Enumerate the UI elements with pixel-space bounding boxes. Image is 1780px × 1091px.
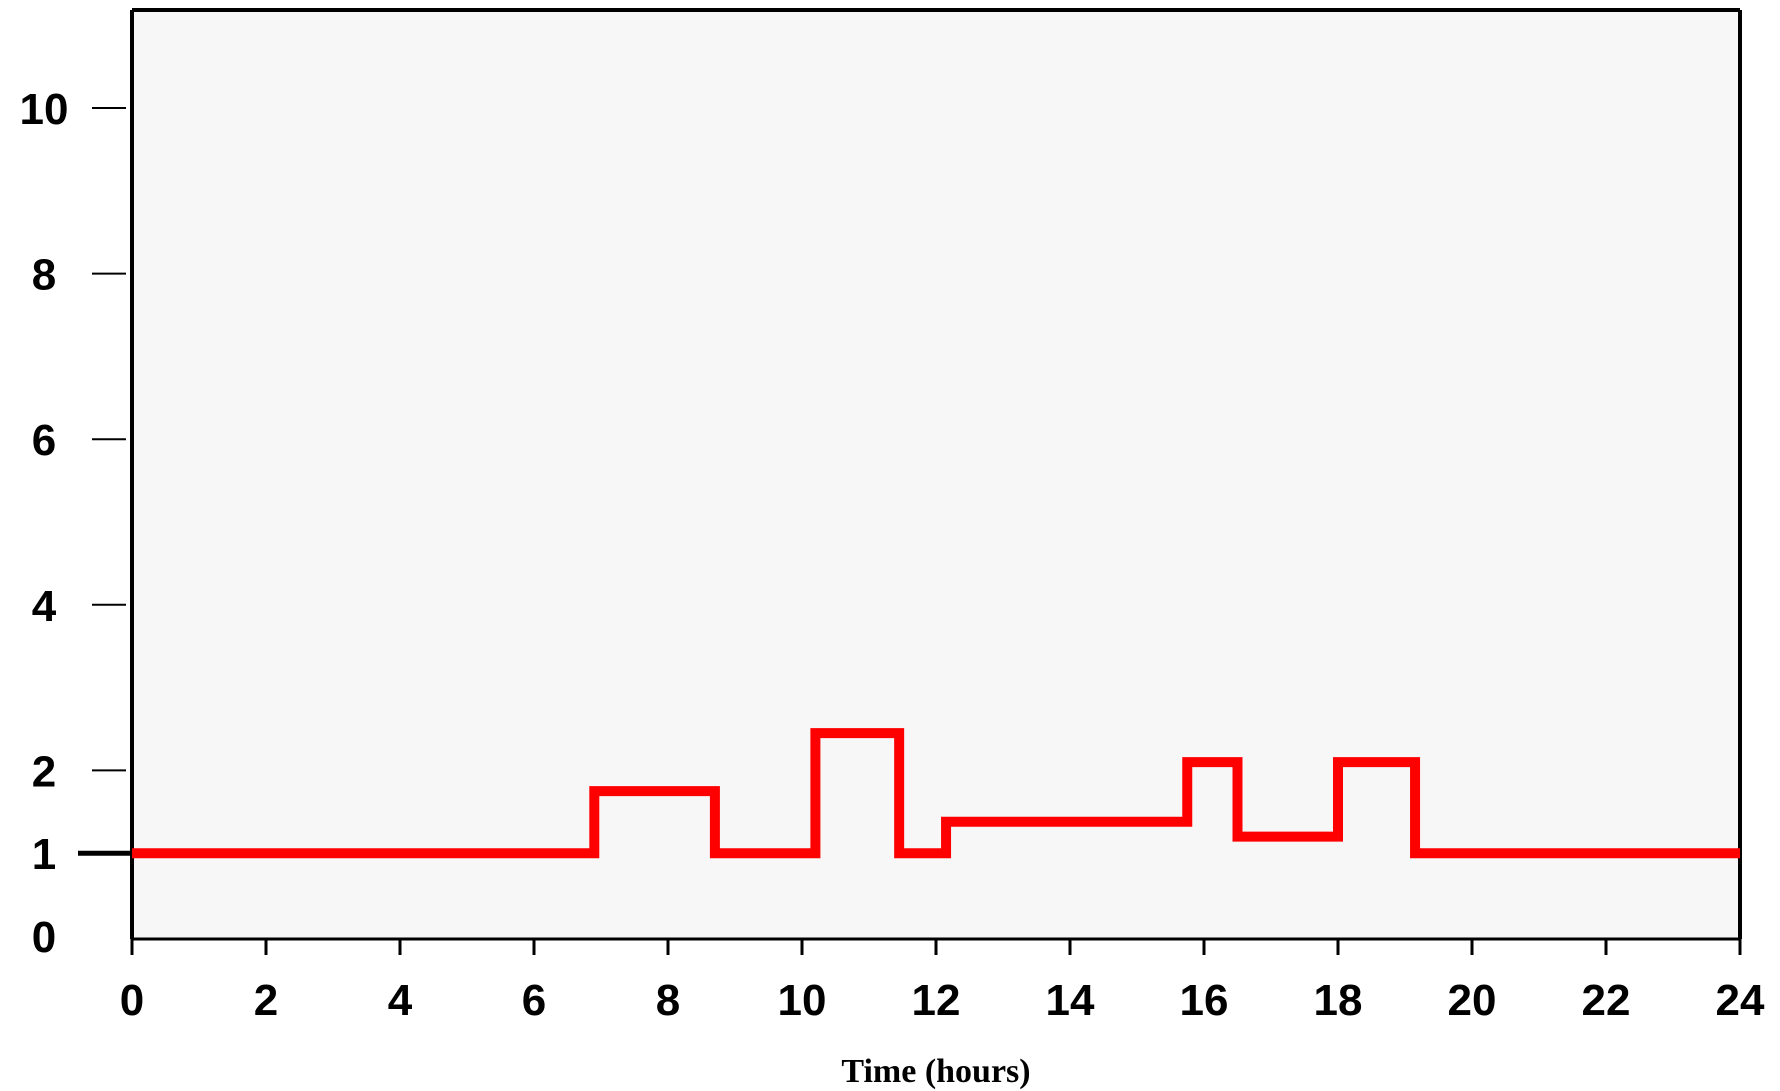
y-tick-label: 2 [32, 747, 56, 796]
x-tick-label: 10 [778, 976, 827, 1025]
x-tick-label: 8 [656, 976, 680, 1025]
x-tick-label: 24 [1716, 976, 1765, 1025]
x-tick-label: 6 [522, 976, 546, 1025]
x-tick-label: 14 [1046, 976, 1095, 1025]
x-tick-label: 2 [254, 976, 278, 1025]
y-tick-label: 4 [32, 582, 57, 631]
y-tick-label: 6 [32, 416, 56, 465]
step-series-line [132, 728, 1740, 859]
x-tick-label: 20 [1448, 976, 1497, 1025]
x-tick-label: 0 [120, 976, 144, 1025]
y-tick-label: 0 [32, 913, 56, 962]
y-tick-label: 10 [20, 85, 69, 134]
x-tick-label: 18 [1314, 976, 1363, 1025]
x-tick-label: 16 [1180, 976, 1229, 1025]
x-tick-label: 22 [1582, 976, 1631, 1025]
series [132, 728, 1740, 859]
plot-area [132, 10, 1740, 940]
x-axis-title: Time (hours) [841, 1053, 1030, 1090]
x-tick-label: 4 [388, 976, 413, 1025]
y-tick-label: 1 [32, 830, 56, 879]
x-tick-label: 12 [912, 976, 961, 1025]
y-tick-label: 8 [32, 251, 56, 300]
